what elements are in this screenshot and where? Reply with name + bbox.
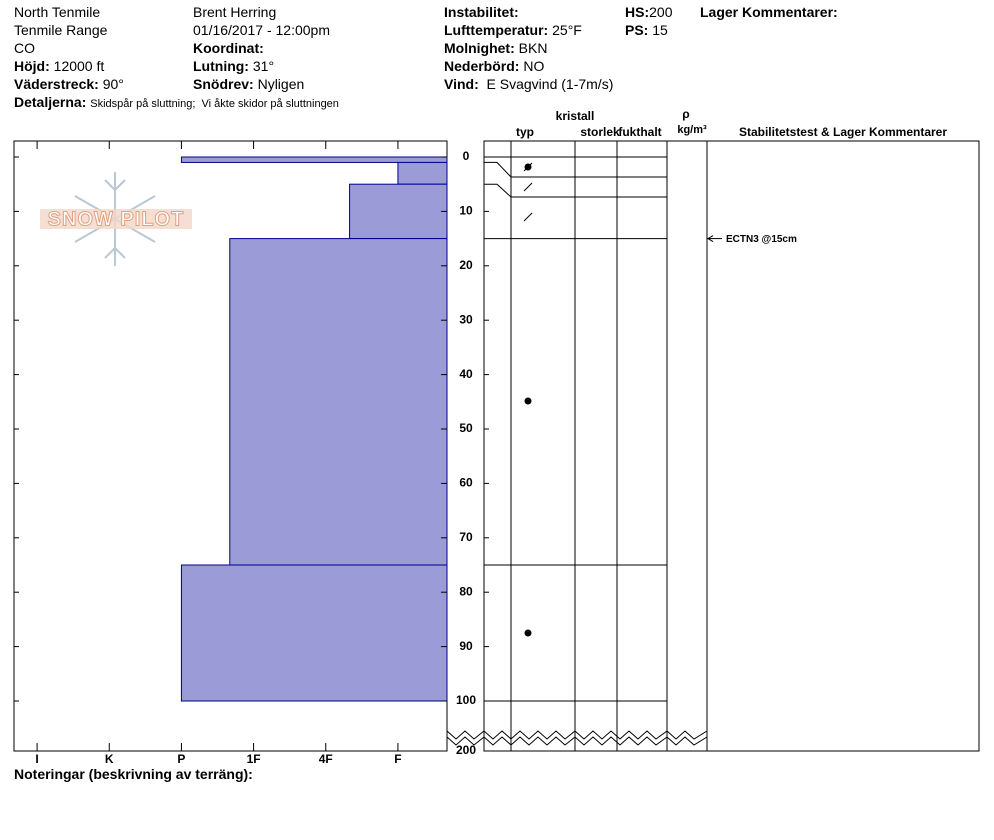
value: 15: [652, 22, 668, 38]
label: Lutning:: [193, 58, 249, 74]
y-tick-label: 10: [459, 204, 473, 218]
value: NO: [523, 58, 545, 74]
layer-boundary: [484, 183, 667, 198]
y-tick-label: 20: [459, 258, 473, 272]
y-tick-label: 40: [459, 367, 473, 381]
aspect: Väderstreck: 90°: [14, 75, 124, 93]
label: Instabilitet:: [444, 4, 519, 20]
elevation: Höjd: 12000 ft: [14, 57, 104, 75]
hs: HS:200: [625, 3, 672, 21]
x-tick-label: P: [177, 752, 185, 766]
value: BKN: [518, 40, 548, 56]
notes: Noteringar (beskrivning av terräng):: [14, 765, 253, 783]
value: E Svagvind (1-7m/s): [486, 76, 614, 92]
location-line: CO: [14, 40, 35, 56]
location-line: North Tenmile: [14, 4, 101, 20]
ps: PS: 15: [625, 21, 668, 39]
datetime: 01/16/2017 - 12:00pm: [193, 22, 330, 38]
layer-table-frame: [483, 140, 980, 752]
y-tick-label: 100: [456, 693, 476, 707]
column-header: fukthalt: [618, 125, 661, 139]
x-tick-label: I: [35, 752, 38, 766]
wind: Vind: E Svagvind (1-7m/s): [444, 75, 613, 93]
value: Nyligen: [257, 76, 305, 92]
value: Skidspår på sluttning; Vi åkte skidor på…: [90, 98, 339, 110]
hardness-bar: [180, 156, 448, 163]
hardness-bar: [397, 161, 448, 185]
label: Väderstreck:: [14, 76, 99, 92]
label: Nederbörd:: [444, 58, 520, 74]
air-temp: Lufttemperatur: 25°F: [444, 21, 582, 39]
label: Snödrev:: [193, 76, 254, 92]
logo-band: [40, 209, 192, 229]
y-tick-label: 0: [463, 149, 470, 163]
column-header: storlek: [580, 125, 620, 139]
y-tick-label: 60: [459, 476, 473, 490]
y-tick-label: 90: [459, 639, 473, 653]
column-header: Stabilitetstest & Lager Kommentarer: [739, 125, 947, 139]
label: Lufttemperatur:: [444, 22, 549, 38]
coordinates: Koordinat:: [193, 39, 264, 57]
table-columns: [510, 141, 708, 751]
label: Vind:: [444, 76, 479, 92]
logo-text: SNOW PILOT: [48, 208, 185, 230]
axis-break: [446, 736, 708, 746]
test-label: ECTN3 @15cm: [726, 234, 797, 245]
sky: Molnighet: BKN: [444, 39, 547, 57]
observer: Brent Herring: [193, 4, 277, 20]
column-header: typ: [516, 125, 534, 139]
instability: Instabilitet:: [444, 3, 519, 21]
label: PS:: [625, 22, 649, 38]
x-tick-label: F: [394, 752, 401, 766]
y-tick-label: 70: [459, 530, 473, 544]
x-tick-label: 4F: [319, 752, 333, 766]
test-arrowhead: [707, 235, 714, 243]
column-header: kg/m³: [677, 124, 707, 136]
value: 12000 ft: [53, 58, 105, 74]
slope: Lutning: 31°: [193, 57, 274, 75]
label: Lager Kommentarer:: [700, 4, 838, 20]
y-tick-label: 80: [459, 584, 473, 598]
layer-boundary: [484, 161, 667, 178]
label: Detaljerna:: [14, 94, 87, 110]
x-tick-label: K: [105, 752, 114, 766]
hardness-bar: [229, 238, 448, 566]
precip: Nederbörd: NO: [444, 57, 544, 75]
hardness-bar: [180, 564, 448, 702]
label: Molnighet:: [444, 40, 515, 56]
grain-symbols: [523, 162, 533, 637]
hardness-bar: [349, 183, 448, 240]
label: Noteringar (beskrivning av terräng):: [14, 766, 253, 782]
y-tick-label: 30: [459, 312, 473, 326]
label: HS:: [625, 4, 650, 20]
label: Koordinat:: [193, 40, 264, 56]
value: 200: [649, 4, 673, 20]
layer-comments: Lager Kommentarer:: [700, 3, 838, 21]
value: 25°F: [552, 22, 582, 38]
value: 31°: [252, 58, 275, 74]
details: Detaljerna: Skidspår på sluttning; Vi åk…: [14, 93, 339, 113]
column-header: ρ: [682, 107, 689, 121]
axis-break: [446, 730, 708, 740]
x-tick-label: 1F: [247, 752, 261, 766]
y-tick-label: 200: [456, 743, 476, 757]
column-header: kristall: [556, 109, 595, 123]
value: 90°: [102, 76, 124, 92]
wind-loading: Snödrev: Nyligen: [193, 75, 304, 93]
label: Höjd:: [14, 58, 50, 74]
location-line: Tenmile Range: [14, 22, 108, 38]
y-tick-label: 50: [459, 421, 473, 435]
